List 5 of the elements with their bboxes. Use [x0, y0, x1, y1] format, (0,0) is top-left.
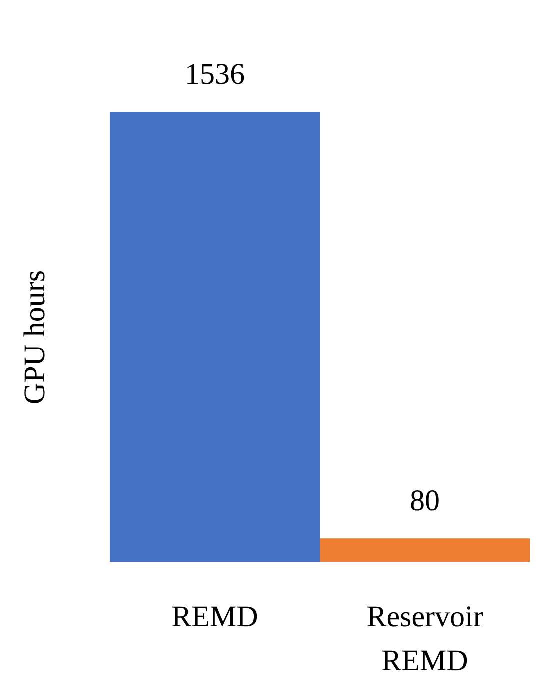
x-tick-label: REMD — [172, 600, 258, 634]
x-tick-label: Reservoir REMD — [366, 600, 484, 675]
y-axis-title: GPU hours — [18, 270, 52, 405]
data-label: 80 — [410, 484, 440, 518]
data-label: 1536 — [185, 58, 245, 91]
